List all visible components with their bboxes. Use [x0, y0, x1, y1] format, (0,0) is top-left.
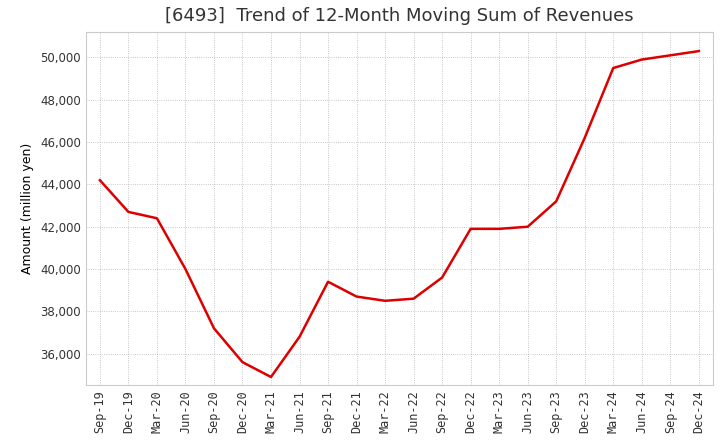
Title: [6493]  Trend of 12-Month Moving Sum of Revenues: [6493] Trend of 12-Month Moving Sum of R…	[165, 7, 634, 25]
Y-axis label: Amount (million yen): Amount (million yen)	[22, 143, 35, 275]
